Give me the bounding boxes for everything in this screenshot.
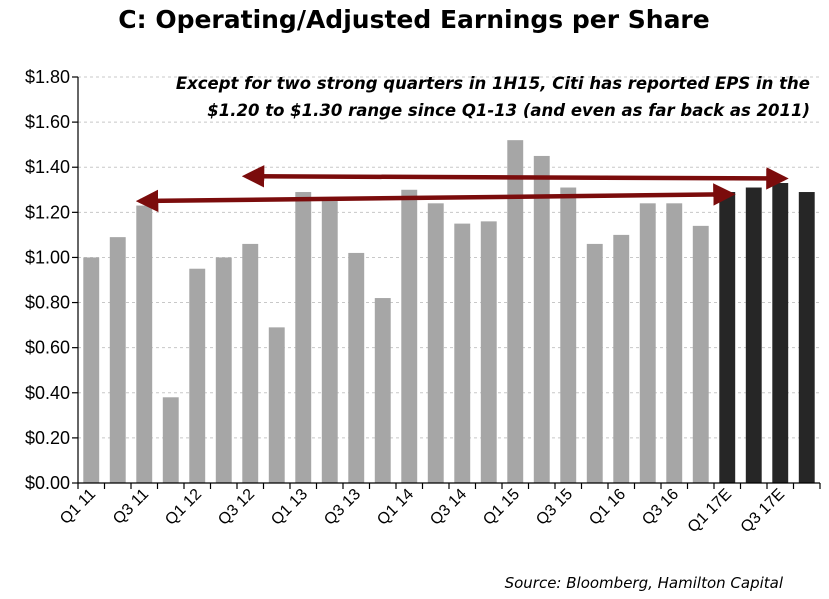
range-arrow-2: [241, 165, 789, 190]
y-tick-label: $1.60: [25, 112, 70, 132]
bar-q1-11: [83, 257, 100, 483]
y-tick-label: $1.20: [25, 202, 70, 222]
source-note: Source: Bloomberg, Hamilton Capital: [505, 574, 784, 592]
y-tick-label: $1.80: [25, 67, 70, 87]
bar-q1-16: [613, 234, 630, 483]
bar-q2-16: [639, 203, 656, 484]
x-tick-label: Q1 13: [268, 486, 311, 529]
bars: [83, 140, 815, 484]
x-tick-label: Q1 17E: [685, 486, 735, 536]
bar-q4-14: [480, 221, 497, 483]
range-arrow-1: [135, 183, 736, 213]
y-tick-label: $0.40: [25, 383, 70, 403]
bar-q2-17e: [745, 187, 762, 483]
x-tick-label: Q3 12: [215, 486, 258, 529]
bar-q3-15: [560, 187, 577, 483]
bar-q4-15: [586, 243, 603, 483]
x-tick-label: Q3 14: [427, 486, 470, 529]
bar-q3-16: [666, 203, 683, 484]
y-tick-labels: $0.00 $0.20 $0.40 $0.60 $0.80 $1.00 $1.20 $1.40…: [25, 67, 70, 493]
y-tick-label: $0.60: [25, 338, 70, 358]
bar-q1-12: [189, 268, 206, 483]
x-tick-label: Q1 16: [586, 486, 629, 529]
axes: [72, 76, 821, 489]
y-tick-label: $1.40: [25, 157, 70, 177]
x-tick-label: Q3 15: [533, 486, 576, 529]
bar-q4-13: [374, 298, 391, 483]
y-tick-label: $0.00: [25, 473, 70, 493]
bar-q4-12: [268, 327, 285, 483]
bar-q4-11: [162, 397, 179, 483]
bar-q4-17e: [798, 192, 815, 484]
x-tick-label: Q1 15: [480, 486, 523, 529]
bar-q3-13: [348, 252, 365, 483]
x-tick-label: Q3 17E: [738, 486, 788, 536]
bar-q3-17e: [772, 183, 789, 483]
bar-q2-11: [109, 237, 126, 483]
bar-q3-14: [454, 223, 471, 483]
bar-q3-11: [136, 205, 153, 484]
y-tick-label: $0.20: [25, 428, 70, 448]
bar-q2-14: [427, 203, 444, 484]
x-tick-label: Q3 16: [639, 486, 682, 529]
bar-q2-13: [321, 201, 338, 484]
annotation-line-1: Except for two strong quarters in 1H15, …: [176, 74, 810, 93]
bar-q1-14: [401, 189, 418, 483]
range-arrows: [135, 165, 789, 213]
y-tick-label: $1.00: [25, 247, 70, 267]
annotation-line-2: $1.20 to $1.30 range since Q1-13 (and ev…: [207, 101, 810, 120]
x-tick-label: Q1 14: [374, 486, 417, 529]
bar-q4-16: [692, 225, 709, 483]
chart-title: C: Operating/Adjusted Earnings per Share: [118, 5, 709, 34]
x-tick-label: Q3 13: [321, 486, 364, 529]
bar-q3-12: [242, 243, 259, 483]
x-tick-label: Q1 12: [162, 486, 205, 529]
bar-q2-12: [215, 257, 232, 483]
bar-q1-13: [295, 192, 312, 484]
bar-q1-17e: [719, 192, 736, 484]
x-tick-labels: Q1 11 Q3 11 Q1 12 Q3 12 Q1 13 Q3 13 Q1 14 Q3 14…: [57, 486, 788, 536]
bar-q2-15: [533, 155, 550, 483]
x-tick-label: Q3 11: [110, 486, 152, 528]
bar-q1-15: [507, 140, 524, 483]
y-tick-label: $0.80: [25, 293, 70, 313]
